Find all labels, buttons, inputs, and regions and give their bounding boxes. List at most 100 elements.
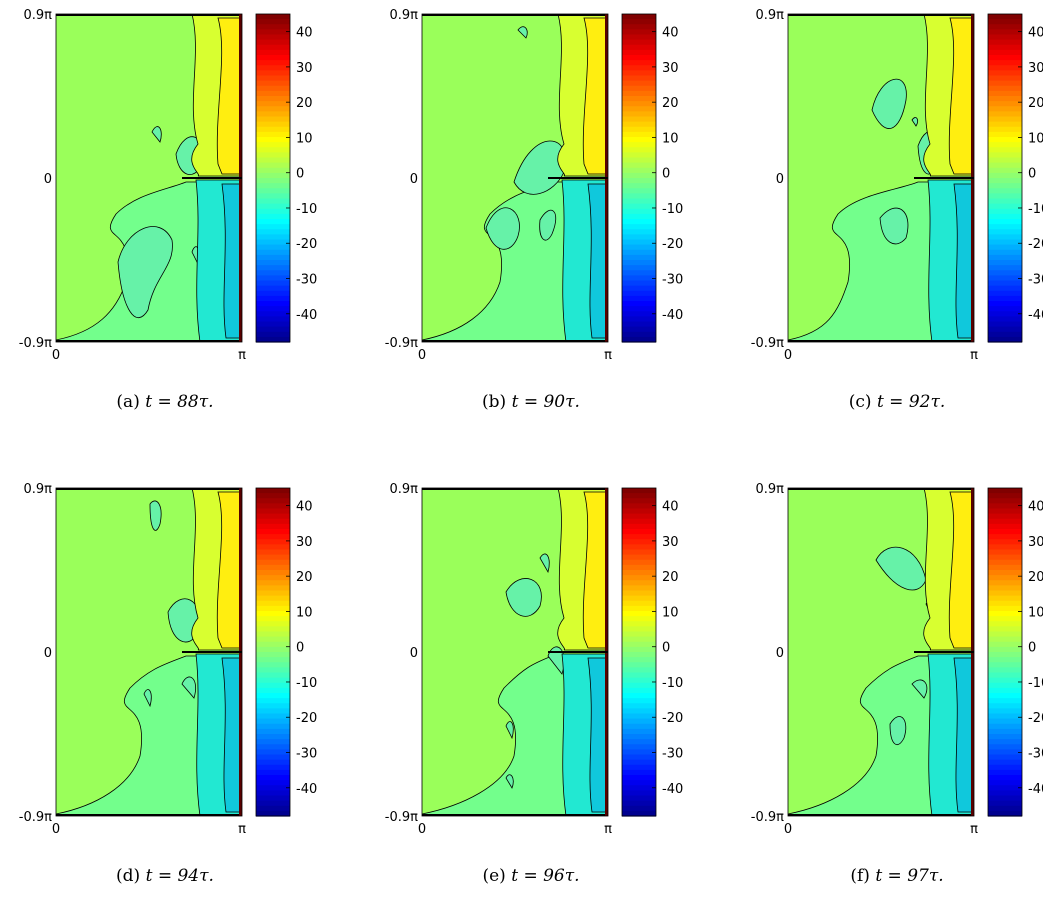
eddy-blob bbox=[911, 679, 928, 699]
colorbar-step bbox=[622, 275, 656, 282]
colorbar-step bbox=[256, 270, 290, 276]
colorbar-step bbox=[988, 580, 1022, 586]
colorbar-step bbox=[622, 106, 656, 112]
colorbar-tick-label: -40 bbox=[662, 308, 683, 323]
bottom-boundary bbox=[788, 340, 974, 342]
colorbar-step bbox=[256, 646, 290, 653]
colorbar-step bbox=[256, 723, 290, 730]
colorbar-step bbox=[988, 687, 1022, 694]
colorbar-step bbox=[256, 554, 290, 561]
negative-band-inner bbox=[221, 183, 242, 339]
colorbar-step bbox=[256, 672, 290, 679]
positive-band-inner bbox=[582, 491, 608, 649]
colorbar-step bbox=[256, 611, 290, 617]
colorbar-tick-label: 10 bbox=[662, 605, 679, 620]
colorbar-step bbox=[988, 188, 1022, 194]
caption: (e) t = 96τ. bbox=[366, 866, 696, 886]
top-boundary bbox=[788, 14, 974, 16]
colorbar-tick-label: 40 bbox=[662, 26, 679, 41]
colorbar-step bbox=[256, 183, 290, 189]
colorbar-step bbox=[256, 718, 290, 725]
field bbox=[422, 14, 608, 342]
colorbar-step bbox=[622, 759, 656, 766]
colorbar-step bbox=[256, 595, 290, 602]
colorbar-step bbox=[622, 769, 656, 776]
colorbar-tick-label: -40 bbox=[296, 308, 317, 323]
colorbar-step bbox=[988, 96, 1022, 102]
colorbar-step bbox=[988, 523, 1022, 530]
x-tick-label: 0 bbox=[418, 348, 426, 363]
y-tick-label: 0 bbox=[776, 172, 784, 187]
colorbar-step bbox=[622, 75, 656, 82]
colorbar-tick-label: -20 bbox=[1028, 711, 1043, 726]
axis-frame bbox=[55, 13, 243, 343]
colorbar-step bbox=[622, 646, 656, 653]
colorbar-step bbox=[622, 295, 656, 302]
colorbar-step bbox=[256, 790, 290, 797]
colorbar-step bbox=[988, 198, 1022, 205]
colorbar-step bbox=[256, 805, 290, 812]
colorbar-step bbox=[256, 121, 290, 128]
colorbar-tick-label: 40 bbox=[296, 500, 313, 515]
colorbar-step bbox=[988, 224, 1022, 230]
colorbar-step bbox=[256, 147, 290, 153]
colorbar-step bbox=[256, 90, 290, 97]
caption: (b) t = 90τ. bbox=[366, 392, 696, 412]
eddy-blob bbox=[889, 716, 907, 746]
colorbar-step bbox=[256, 137, 290, 143]
eddy-blob bbox=[181, 676, 196, 699]
bottom-boundary bbox=[56, 814, 242, 816]
colorbar-step bbox=[988, 810, 1022, 817]
colorbar-step bbox=[256, 39, 290, 46]
colorbar-step bbox=[256, 193, 290, 200]
colorbar-step bbox=[988, 34, 1022, 41]
colorbar-tick-label: -10 bbox=[662, 202, 683, 217]
colorbar-step bbox=[256, 518, 290, 525]
colorbar-step bbox=[622, 580, 656, 586]
colorbar-step bbox=[256, 285, 290, 292]
colorbar-step bbox=[988, 24, 1022, 30]
colorbar-step bbox=[622, 734, 656, 740]
colorbar-step bbox=[256, 667, 290, 674]
colorbar-step bbox=[622, 80, 656, 87]
colorbar-step bbox=[256, 534, 290, 540]
colorbar-step bbox=[622, 544, 656, 551]
colorbar-step bbox=[622, 698, 656, 704]
colorbar-step bbox=[988, 111, 1022, 118]
colorbar-step bbox=[988, 147, 1022, 153]
x-tick-label: 0 bbox=[784, 348, 792, 363]
colorbar-step bbox=[622, 549, 656, 556]
x-tick-label: π bbox=[970, 348, 978, 363]
colorbar-tick-label: 30 bbox=[662, 535, 679, 550]
y-tick-label: 0 bbox=[44, 172, 52, 187]
colorbar-step bbox=[988, 713, 1022, 720]
colorbar-step bbox=[256, 682, 290, 689]
colorbar-step bbox=[622, 270, 656, 276]
colorbar-tick-label: -10 bbox=[296, 202, 317, 217]
colorbar-tick-label: -10 bbox=[662, 676, 683, 691]
colorbar-step bbox=[988, 208, 1022, 215]
colorbar-step bbox=[256, 652, 290, 658]
colorbar-step bbox=[988, 636, 1022, 643]
colorbar-step bbox=[622, 554, 656, 561]
colorbar-step bbox=[256, 744, 290, 750]
colorbar-step bbox=[988, 285, 1022, 292]
colorbar-step bbox=[988, 219, 1022, 225]
colorbar-step bbox=[988, 795, 1022, 802]
colorbar-step bbox=[988, 534, 1022, 540]
eddy-blob bbox=[505, 721, 514, 740]
colorbar-step bbox=[622, 265, 656, 271]
colorbar-tick-label: 20 bbox=[1028, 96, 1043, 111]
colorbar-step bbox=[622, 559, 656, 566]
x-tick-label: π bbox=[238, 348, 246, 363]
colorbar-step bbox=[988, 80, 1022, 87]
colorbar-step bbox=[622, 152, 656, 159]
colorbar-frame bbox=[987, 13, 1023, 343]
colorbar: 40 30 20 10 0 -10 -20 -30 -40 bbox=[255, 487, 317, 817]
eddy-blob bbox=[539, 553, 550, 574]
colorbar: 40 30 20 10 0 -10 -20 -30 -40 bbox=[255, 13, 317, 343]
colorbar-step bbox=[622, 44, 656, 51]
colorbar: 40 30 20 10 0 -10 -20 -30 -40 bbox=[621, 13, 683, 343]
colorbar-step bbox=[988, 101, 1022, 107]
